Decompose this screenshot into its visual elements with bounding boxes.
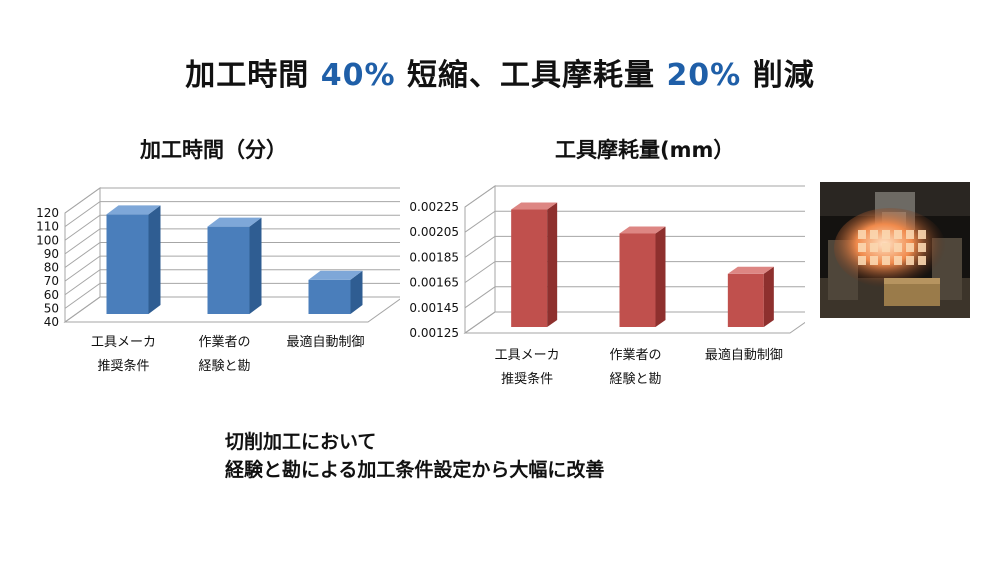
headline: 加工時間 40% 短縮、工具摩耗量 20% 削減 [0,50,1000,94]
gridline [64,214,400,241]
bar-front [106,214,149,314]
y-tick-label: 0.00185 [409,250,459,264]
headline-value-wear: 20% [666,58,742,93]
gridline [64,242,400,268]
chart-title-wear: 工具摩耗量(mm） [555,138,735,162]
category-label: 作業者の [609,347,661,363]
bar-front [727,273,764,327]
bar-side [763,266,774,327]
wear-chart: 0.00125 0.00145 0.00165 0.00185 0.00205 0.002… [409,185,805,387]
bar-front [511,209,548,327]
gridline [64,282,400,309]
y-tick-label: 90 [44,247,59,261]
headline-text-2: 短縮、工具摩耗量 [395,58,667,93]
gridline [464,286,805,309]
y-tick-label: 40 [44,315,59,329]
bar [308,270,363,314]
category-label: 推奨条件 [97,358,149,374]
category-label: 工具メーカ [495,348,560,363]
category-label: 工具メーカ [91,335,156,350]
bar-side [249,217,262,314]
chart-side-wall [464,185,496,334]
headline-value-time: 40% [320,58,396,93]
bar-top [207,217,262,227]
bar [727,266,774,327]
y-tick-label: 0.00205 [409,225,459,239]
footer-line-1: 切削加工において [225,431,377,453]
y-tick-label: 110 [36,220,59,234]
category-label: 最適自動制御 [286,334,364,350]
bar-top [511,202,558,210]
category-label: 経験と勘 [198,359,250,374]
y-tick-label: 0.00225 [409,200,459,214]
gridline [64,228,400,255]
y-tick-label: 0.00165 [409,276,459,290]
y-tick-label: 0.00145 [409,301,459,315]
bar-side [547,202,558,327]
y-tick-label: 70 [44,274,59,288]
bar-side [350,270,363,314]
gridline [464,185,805,208]
bar-top [727,266,774,274]
bar [106,205,161,314]
y-tick-label: 100 [36,233,59,247]
footer-note: 切削加工において 経験と勘による加工条件設定から大幅に改善 [225,428,604,484]
category-label: 経験と勘 [609,372,661,387]
bar-top [308,270,363,280]
gridline [464,261,805,284]
chart-floor [463,311,805,334]
bar-top [619,226,666,234]
chart-floor [63,296,400,323]
category-label: 作業者の [198,334,250,350]
y-tick-label: 80 [44,261,59,275]
y-tick-label: 120 [36,206,59,220]
chart-title-time: 加工時間（分） [140,138,287,162]
machined-part-photo [820,182,970,318]
gridline [64,201,400,228]
bar-front [308,279,351,314]
bar [207,217,262,314]
bar [619,226,666,327]
bar-side [148,205,161,314]
y-tick-label: 50 [44,301,59,315]
footer-line-2: 経験と勘による加工条件設定から大幅に改善 [225,459,605,481]
gridline [64,255,400,282]
bar-top [106,205,161,215]
y-tick-label: 60 [44,288,59,302]
bar [511,202,558,327]
headline-text-1: 加工時間 [185,58,321,93]
y-tick-label: 0.00125 [409,326,459,340]
category-label: 推奨条件 [501,371,553,387]
bar-front [619,233,656,327]
bar-front [207,226,250,314]
gridline [64,187,400,214]
category-label: 最適自動制御 [705,347,783,363]
gridline [464,235,805,258]
gridline [64,269,400,296]
headline-text-3: 削減 [741,58,815,93]
gridline [464,210,805,233]
bar-side [655,226,666,327]
